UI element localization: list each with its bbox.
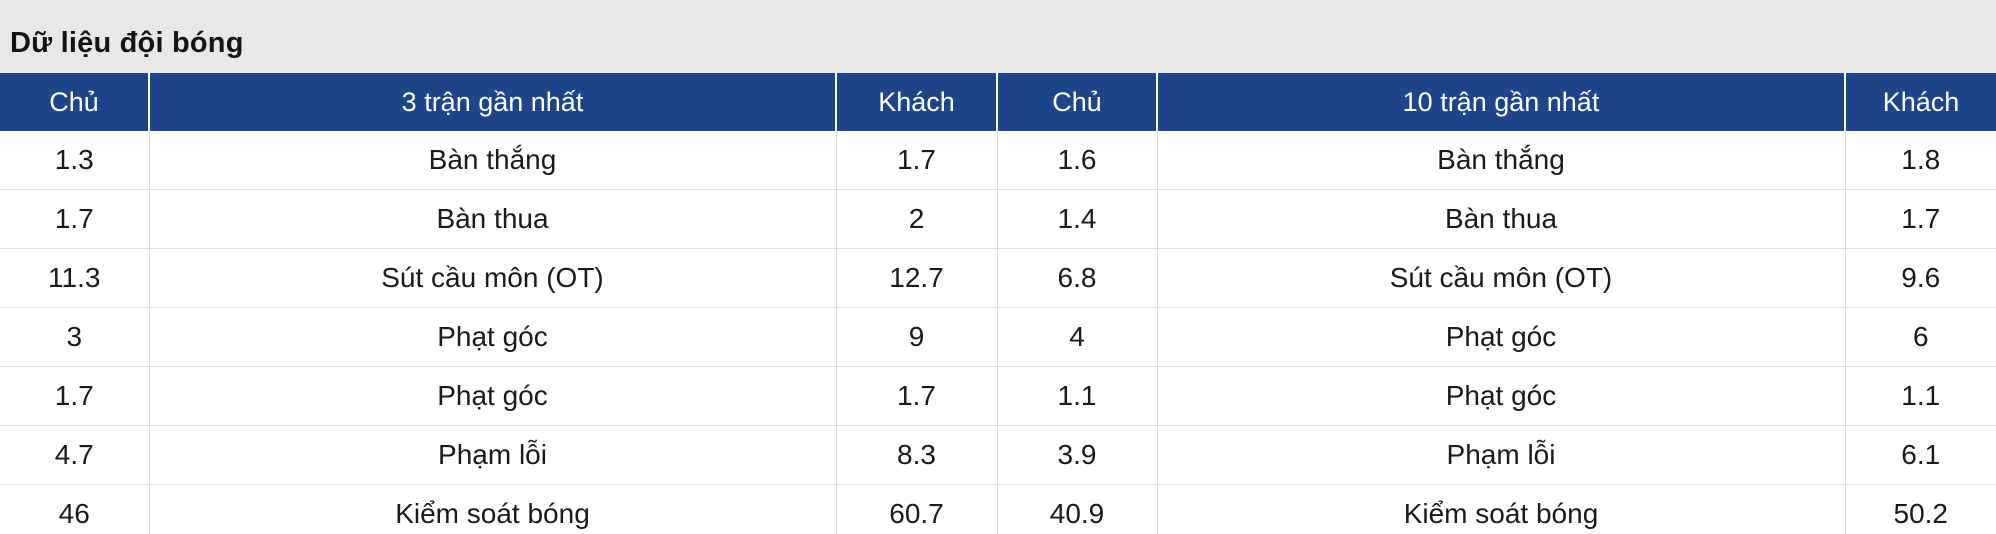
away-value-last10: 50.2 [1844, 484, 1996, 534]
col-header-away-last3: Khách [835, 73, 997, 131]
title-bar: Dữ liệu đội bóng [0, 0, 1996, 73]
away-value-last3: 9 [835, 307, 997, 367]
col-header-away-last10: Khách [1844, 73, 1996, 131]
home-value-last3: 1.7 [0, 189, 149, 249]
home-value-last10: 4 [996, 307, 1157, 367]
away-value-last10: 1.8 [1844, 131, 1996, 190]
away-value-last10: 6 [1844, 307, 1996, 367]
col-header-home-last3: Chủ [0, 73, 149, 131]
table-row: 4.7 Phạm lỗi 8.3 3.9 Phạm lỗi 6.1 [0, 425, 1996, 485]
away-value-last10: 1.7 [1844, 189, 1996, 249]
home-value-last10: 1.6 [996, 131, 1157, 190]
away-value-last10: 1.1 [1844, 366, 1996, 426]
away-value-last3: 60.7 [835, 484, 997, 534]
stat-label-last10: Kiểm soát bóng [1156, 484, 1845, 534]
stat-label-last10: Bàn thắng [1156, 131, 1845, 190]
away-value-last3: 12.7 [835, 248, 997, 308]
col-header-home-last10: Chủ [996, 73, 1157, 131]
stat-label-last3: Sút cầu môn (OT) [148, 248, 836, 308]
home-value-last3: 1.3 [0, 131, 149, 190]
page-title: Dữ liệu đội bóng [10, 27, 244, 59]
away-value-last3: 1.7 [835, 366, 997, 426]
stat-label-last10: Phạm lỗi [1156, 425, 1845, 485]
stat-label-last10: Phạt góc [1156, 366, 1845, 426]
table-row: 1.3 Bàn thắng 1.7 1.6 Bàn thắng 1.8 [0, 131, 1996, 190]
away-value-last3: 2 [835, 189, 997, 249]
home-value-last10: 1.1 [996, 366, 1157, 426]
stat-label-last10: Sút cầu môn (OT) [1156, 248, 1845, 308]
away-value-last3: 1.7 [835, 131, 997, 190]
home-value-last3: 46 [0, 484, 149, 534]
table-row: 1.7 Bàn thua 2 1.4 Bàn thua 1.7 [0, 189, 1996, 249]
stat-label-last3: Kiểm soát bóng [148, 484, 836, 534]
stat-label-last10: Bàn thua [1156, 189, 1845, 249]
home-value-last3: 4.7 [0, 425, 149, 485]
table-header: Chủ 3 trận gần nhất Khách Chủ 10 trận gầ… [0, 73, 1996, 131]
stat-label-last3: Phạm lỗi [148, 425, 836, 485]
home-value-last3: 1.7 [0, 366, 149, 426]
home-value-last10: 6.8 [996, 248, 1157, 308]
home-value-last10: 3.9 [996, 425, 1157, 485]
away-value-last3: 8.3 [835, 425, 997, 485]
col-header-stat-last3: 3 trận gần nhất [148, 73, 836, 131]
table-row: 46 Kiểm soát bóng 60.7 40.9 Kiểm soát bó… [0, 484, 1996, 534]
stat-label-last10: Phạt góc [1156, 307, 1845, 367]
table-body: 1.3 Bàn thắng 1.7 1.6 Bàn thắng 1.8 1.7 … [0, 131, 1996, 534]
table-row: 11.3 Sút cầu môn (OT) 12.7 6.8 Sút cầu m… [0, 248, 1996, 308]
stat-label-last3: Phạt góc [148, 307, 836, 367]
home-value-last10: 1.4 [996, 189, 1157, 249]
away-value-last10: 6.1 [1844, 425, 1996, 485]
home-value-last3: 11.3 [0, 248, 149, 308]
table-row: 1.7 Phạt góc 1.7 1.1 Phạt góc 1.1 [0, 366, 1996, 426]
stat-label-last3: Bàn thua [148, 189, 836, 249]
stat-label-last3: Phạt góc [148, 366, 836, 426]
team-stats-table: Chủ 3 trận gần nhất Khách Chủ 10 trận gầ… [0, 73, 1996, 534]
home-value-last10: 40.9 [996, 484, 1157, 534]
header-row: Chủ 3 trận gần nhất Khách Chủ 10 trận gầ… [0, 73, 1996, 131]
home-value-last3: 3 [0, 307, 149, 367]
stat-label-last3: Bàn thắng [148, 131, 836, 190]
away-value-last10: 9.6 [1844, 248, 1996, 308]
col-header-stat-last10: 10 trận gần nhất [1156, 73, 1845, 131]
table-row: 3 Phạt góc 9 4 Phạt góc 6 [0, 307, 1996, 367]
